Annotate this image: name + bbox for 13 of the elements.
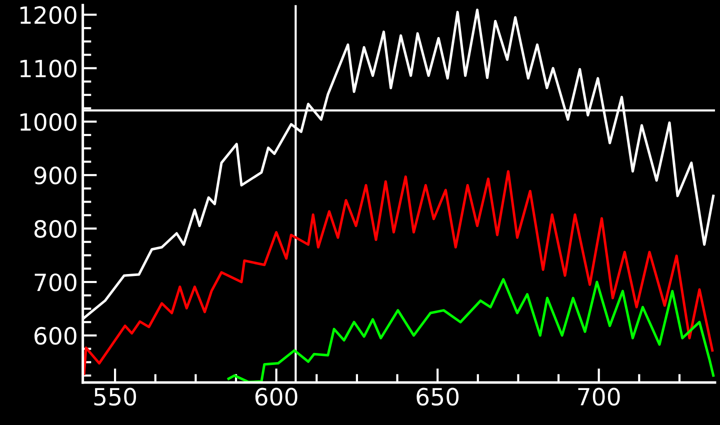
line-series [227, 278, 715, 382]
y-tick-label: 800 [34, 220, 76, 238]
y-tick-label: 1200 [20, 6, 76, 24]
line-series [82, 170, 714, 376]
y-tick-label: 1000 [20, 113, 76, 131]
x-tick-label: 700 [578, 388, 620, 406]
y-tick-label: 700 [34, 273, 76, 292]
y-tick-label: 1100 [20, 60, 76, 78]
y-tick-label: 900 [34, 166, 76, 184]
y-tick-label: 600 [34, 326, 76, 345]
x-tick-label: 650 [416, 388, 459, 406]
x-tick-label: 600 [255, 388, 298, 406]
x-tick-label: 550 [94, 388, 136, 406]
